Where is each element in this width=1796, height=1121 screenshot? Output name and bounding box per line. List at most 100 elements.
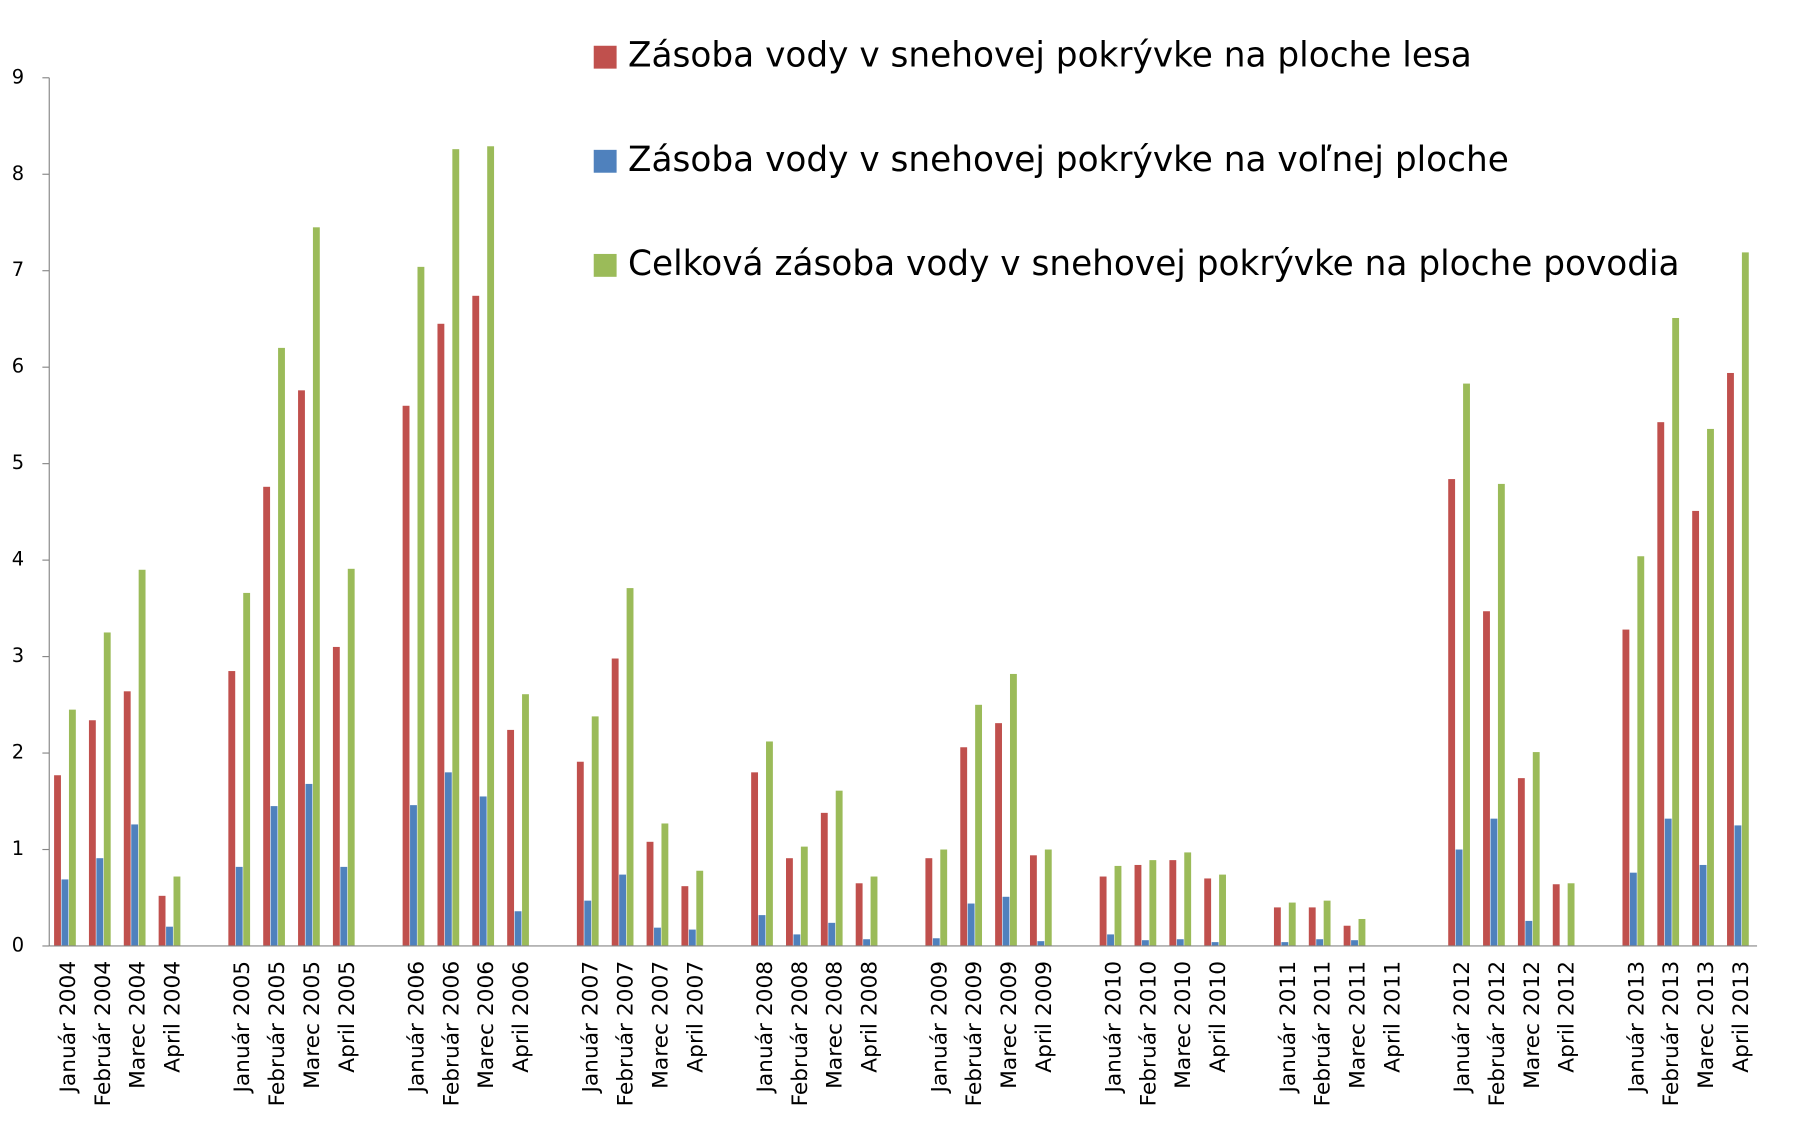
bar	[1169, 860, 1177, 946]
x-tick-label: Február 2011	[1311, 961, 1336, 1107]
bar	[584, 900, 592, 946]
x-tick-label: Január 2012	[1450, 961, 1475, 1095]
y-tick-label: 0	[12, 933, 24, 956]
x-tick-label: Január 2004	[56, 961, 81, 1095]
bar	[173, 876, 181, 946]
bar	[332, 646, 340, 946]
bar	[1707, 428, 1714, 946]
bar	[835, 790, 843, 946]
bar	[661, 823, 669, 946]
bar	[932, 938, 940, 946]
x-tick-label: Február 2007	[614, 961, 639, 1107]
bar	[1281, 942, 1289, 946]
bar	[417, 266, 425, 946]
bar	[479, 796, 487, 946]
x-tick-label: Január 2006	[404, 961, 429, 1095]
x-tick-label: April 2010	[1206, 961, 1231, 1073]
x-tick-label: Marec 2005	[300, 961, 325, 1089]
y-tick-label: 7	[12, 258, 24, 281]
bar	[1219, 874, 1226, 946]
bar	[437, 323, 445, 946]
x-tick-label: Január 2013	[1624, 961, 1649, 1095]
bar	[452, 149, 460, 946]
bar	[1204, 878, 1212, 946]
bar	[626, 588, 634, 946]
x-tick-label: Január 2010	[1102, 961, 1127, 1095]
bar	[681, 886, 689, 946]
x-tick-label: April 2008	[858, 961, 883, 1073]
bar	[340, 866, 348, 946]
bar	[1134, 864, 1142, 946]
bar	[1552, 884, 1560, 946]
bar	[1657, 422, 1665, 946]
bar	[1037, 941, 1045, 946]
y-tick-label: 3	[12, 644, 24, 667]
bar	[1288, 902, 1296, 946]
x-tick-label: Marec 2004	[126, 961, 151, 1089]
bar	[925, 858, 933, 946]
bar	[235, 866, 243, 946]
bar	[158, 895, 166, 946]
bar	[1525, 920, 1533, 946]
bar	[514, 911, 522, 946]
bar	[1308, 907, 1316, 946]
bar	[870, 876, 878, 946]
x-tick-label: Marec 2008	[823, 961, 848, 1089]
bar	[228, 671, 236, 946]
bar	[1622, 629, 1630, 946]
bar	[1273, 907, 1281, 946]
bar	[967, 903, 975, 946]
legend-label: Celková zásoba vody v snehovej pokrývke …	[628, 244, 1680, 284]
bar	[1532, 752, 1540, 946]
x-tick-label: April 2004	[161, 961, 186, 1073]
y-tick-label: 4	[12, 548, 24, 571]
bar	[1029, 855, 1037, 946]
x-tick-label: Február 2009	[962, 961, 987, 1107]
x-tick-label: Február 2010	[1136, 961, 1161, 1107]
legend-box	[576, 0, 1684, 318]
bar	[61, 879, 69, 946]
bar	[138, 569, 146, 946]
bar	[243, 592, 251, 946]
x-tick-label: Január 2007	[579, 961, 604, 1095]
bar	[591, 716, 599, 946]
bar	[800, 846, 808, 946]
bar	[1734, 825, 1742, 946]
bar	[1463, 383, 1470, 946]
bar	[619, 874, 627, 946]
x-tick-label: Január 2008	[753, 961, 778, 1095]
bar	[472, 295, 480, 946]
y-tick-label: 8	[12, 162, 24, 185]
bar	[940, 849, 948, 946]
bar	[131, 824, 139, 946]
legend-label: Zásoba vody v snehovej pokrývke na voľne…	[628, 140, 1509, 180]
x-tick-label: April 2012	[1555, 961, 1580, 1073]
x-tick-label: Marec 2006	[474, 961, 499, 1089]
bar	[1497, 483, 1505, 946]
bar	[646, 841, 654, 946]
x-tick-label: Február 2012	[1485, 961, 1510, 1107]
bar	[487, 146, 495, 946]
x-tick-label: April 2006	[509, 961, 534, 1073]
bar	[1629, 872, 1637, 946]
bar	[1727, 372, 1734, 946]
bar	[410, 805, 417, 946]
bar	[1567, 883, 1575, 946]
bar	[522, 694, 529, 946]
x-tick-label: Január 2011	[1276, 961, 1301, 1095]
bar	[1455, 849, 1463, 946]
bar	[758, 915, 766, 946]
bar	[820, 812, 828, 946]
x-tick-label: April 2005	[335, 961, 360, 1073]
bar	[1002, 896, 1010, 946]
x-tick-label: Január 2005	[230, 961, 255, 1095]
bar	[166, 926, 173, 946]
y-tick-label: 6	[12, 355, 24, 378]
bar	[305, 783, 313, 946]
bar	[1692, 510, 1700, 946]
bar	[278, 347, 285, 946]
bar	[347, 568, 355, 946]
bar	[96, 858, 104, 946]
bar	[975, 704, 983, 946]
